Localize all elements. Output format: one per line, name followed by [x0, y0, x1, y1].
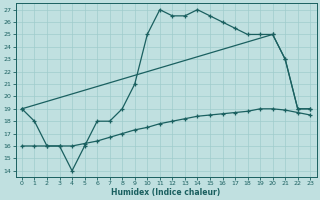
- X-axis label: Humidex (Indice chaleur): Humidex (Indice chaleur): [111, 188, 221, 197]
